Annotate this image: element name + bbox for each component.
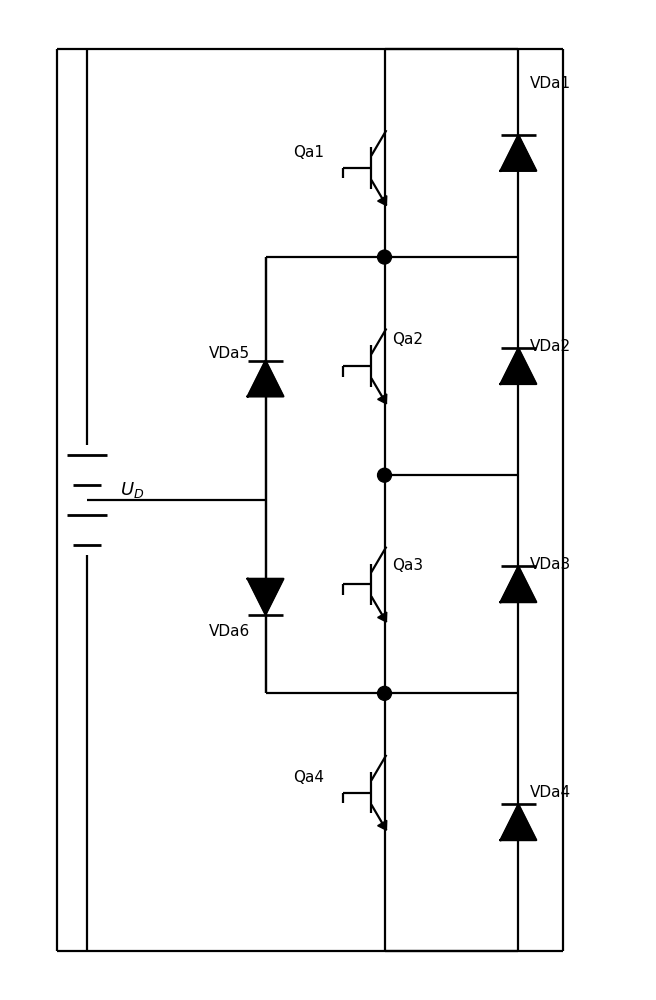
Polygon shape: [501, 804, 536, 840]
Polygon shape: [248, 579, 283, 615]
Text: Qa1: Qa1: [293, 145, 324, 160]
Text: VDa2: VDa2: [530, 339, 571, 354]
Circle shape: [378, 250, 392, 264]
Text: Qa2: Qa2: [392, 332, 423, 347]
Polygon shape: [378, 394, 387, 404]
Text: VDa6: VDa6: [209, 624, 251, 639]
Polygon shape: [501, 566, 536, 602]
Text: Qa4: Qa4: [293, 770, 324, 785]
Circle shape: [378, 686, 392, 700]
Text: VDa4: VDa4: [530, 785, 571, 800]
Polygon shape: [378, 196, 387, 206]
Text: VDa5: VDa5: [209, 346, 250, 361]
Text: VDa3: VDa3: [530, 557, 571, 572]
Polygon shape: [378, 820, 387, 830]
Polygon shape: [501, 135, 536, 171]
Text: VDa1: VDa1: [530, 76, 571, 91]
Text: Qa3: Qa3: [392, 558, 423, 573]
Polygon shape: [248, 361, 283, 396]
Polygon shape: [501, 348, 536, 384]
Circle shape: [378, 468, 392, 482]
Polygon shape: [378, 612, 387, 622]
Text: $U_D$: $U_D$: [120, 480, 144, 500]
